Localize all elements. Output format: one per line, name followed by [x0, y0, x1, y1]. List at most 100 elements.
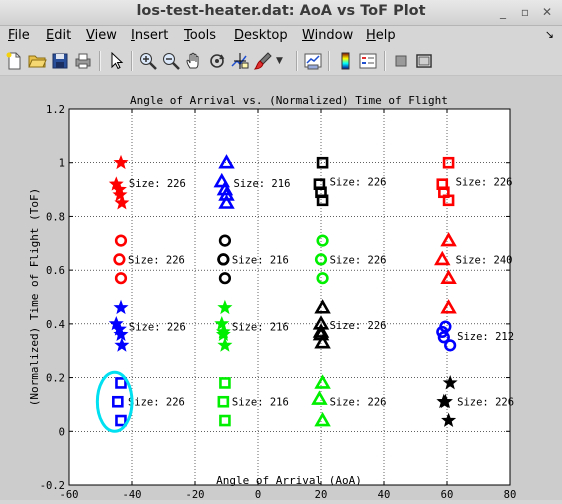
- figure-toolbar: ▼: [0, 47, 562, 76]
- star-marker: [441, 412, 457, 427]
- menu-edit[interactable]: Edit: [46, 28, 72, 43]
- cluster-size-label: Size: 226: [456, 177, 513, 189]
- window-title: los-test-heater.dat: AoA vs ToF Plot: [136, 3, 426, 19]
- axis-ticks: -60 -40 -20 0 20 40 60 80 -0.2 0 0.2 0.4 0.6 0.8 1 1.2: [40, 104, 517, 501]
- y-tick-label: 0.6: [46, 265, 65, 277]
- window-titlebar: los-test-heater.dat: AoA vs ToF Plot _ ▫…: [0, 0, 562, 26]
- dock-arrow-icon[interactable]: ↘: [544, 28, 554, 41]
- menu-file[interactable]: File: [8, 28, 30, 43]
- square-marker: [442, 194, 455, 207]
- square-marker: [316, 156, 329, 169]
- cluster-size-label: Size: 216: [234, 178, 291, 190]
- y-tick-label: 1: [59, 158, 65, 170]
- x-tick-label: -60: [60, 489, 79, 500]
- menu-insert[interactable]: Insert: [131, 28, 169, 43]
- cluster-size-label: Size: 226: [330, 254, 387, 266]
- y-tick-label: 0.2: [46, 373, 65, 385]
- star-marker: [112, 187, 128, 202]
- link-plot-icon[interactable]: [303, 51, 323, 71]
- star-marker: [214, 316, 230, 331]
- print-icon[interactable]: [73, 51, 93, 71]
- cluster-size-label: Size: 226: [330, 177, 387, 189]
- triangle-marker: [218, 194, 235, 209]
- circle-marker: [314, 253, 328, 266]
- circle-marker: [436, 325, 449, 339]
- cluster-size-label: Size: 226: [128, 254, 185, 266]
- cluster-size-label: Size: 240: [456, 254, 513, 266]
- pointer-icon[interactable]: [106, 51, 126, 71]
- x-tick-label: -20: [186, 489, 205, 500]
- square-marker: [219, 414, 231, 427]
- cluster-size-label: Size: 226: [129, 178, 186, 190]
- triangle-marker: [314, 411, 331, 427]
- brush-icon[interactable]: [253, 51, 273, 71]
- menu-help[interactable]: Help: [366, 28, 396, 43]
- zoom-in-icon[interactable]: [138, 51, 158, 71]
- square-marker: [442, 156, 455, 169]
- cluster-size-label: Size: 216: [232, 254, 289, 266]
- x-tick-label: 60: [441, 489, 454, 500]
- minimize-icon[interactable]: _: [500, 5, 506, 19]
- triangle-marker: [312, 323, 330, 338]
- star-marker: [436, 393, 452, 409]
- legend-icon[interactable]: [358, 51, 378, 71]
- circle-marker: [316, 234, 329, 247]
- y-tick-label: 0.8: [46, 211, 65, 223]
- save-icon[interactable]: [50, 51, 70, 71]
- cluster-size-label: Size: 212: [457, 331, 514, 343]
- circle-marker: [437, 331, 450, 344]
- triangle-marker: [314, 334, 331, 349]
- triangle-marker: [440, 299, 457, 314]
- cluster-size-label: Size: 226: [457, 397, 514, 409]
- menu-window[interactable]: Window: [302, 28, 354, 43]
- cluster-size-label: Size: 226: [129, 322, 186, 334]
- cluster-size-label: Size: 226: [330, 320, 387, 332]
- brush-dropdown-icon[interactable]: ▼: [276, 56, 283, 66]
- figure-canvas: -60 -40 -20 0 20 40 60 80 -0.2 0 0.2 0.4 0.6 0.8 1 1.2 …: [0, 76, 562, 501]
- star-marker: [114, 195, 130, 210]
- axes-plot[interactable]: -60 -40 -20 0 20 40 60 80-0.200.20.40.60.811.2 …: [0, 76, 562, 501]
- new-file-icon[interactable]: [4, 51, 24, 71]
- show-plot-tools-icon[interactable]: [414, 51, 434, 71]
- star-marker: [113, 299, 129, 315]
- cluster-size-label: Size: 226: [330, 397, 387, 409]
- close-icon[interactable]: ✕: [541, 5, 553, 19]
- star-marker: [215, 326, 231, 342]
- star-marker: [114, 337, 130, 352]
- data-cursor-icon[interactable]: [230, 51, 250, 71]
- cluster-size-label: Size: 216: [232, 322, 289, 334]
- square-marker: [219, 377, 231, 389]
- hide-plot-tools-icon[interactable]: [391, 51, 411, 71]
- cluster-size-label: Size: 216: [232, 397, 289, 409]
- star-marker: [113, 326, 129, 342]
- zoom-out-icon[interactable]: [161, 51, 181, 71]
- toolbar-separator: [131, 51, 133, 71]
- y-tick-label: 0.4: [46, 319, 65, 331]
- x-axis-label: Angle of Arrival (AoA): [216, 474, 362, 487]
- data-markers: Size: 226 Size: 226 Size: 226 Size: 226 Size…: [95, 154, 514, 433]
- x-tick-label: -40: [123, 489, 142, 500]
- triangle-marker: [434, 250, 451, 266]
- menu-tools[interactable]: Tools: [184, 28, 217, 43]
- square-marker: [112, 395, 124, 408]
- star-marker: [442, 375, 458, 390]
- circle-marker: [114, 272, 128, 285]
- menu-desktop[interactable]: Desktop: [234, 28, 288, 43]
- triangle-marker: [314, 299, 331, 314]
- menu-view[interactable]: View: [86, 28, 117, 43]
- colorbar-icon[interactable]: [335, 51, 355, 71]
- y-tick-label: 1.2: [46, 104, 65, 116]
- pan-hand-icon[interactable]: [184, 51, 204, 71]
- open-folder-icon[interactable]: [27, 51, 47, 71]
- circle-marker: [217, 253, 230, 266]
- x-tick-label: 20: [315, 489, 328, 500]
- maximize-icon[interactable]: ▫: [520, 5, 530, 19]
- triangle-marker: [218, 154, 235, 169]
- y-axis-label: (Normalized) Time of Flight (ToF): [28, 188, 41, 407]
- triangle-marker: [311, 390, 328, 405]
- circle-marker: [218, 272, 232, 285]
- x-tick-label: 0: [255, 489, 261, 500]
- rotate-3d-icon[interactable]: [207, 51, 227, 71]
- circle-marker: [114, 234, 128, 247]
- triangle-marker: [213, 172, 231, 188]
